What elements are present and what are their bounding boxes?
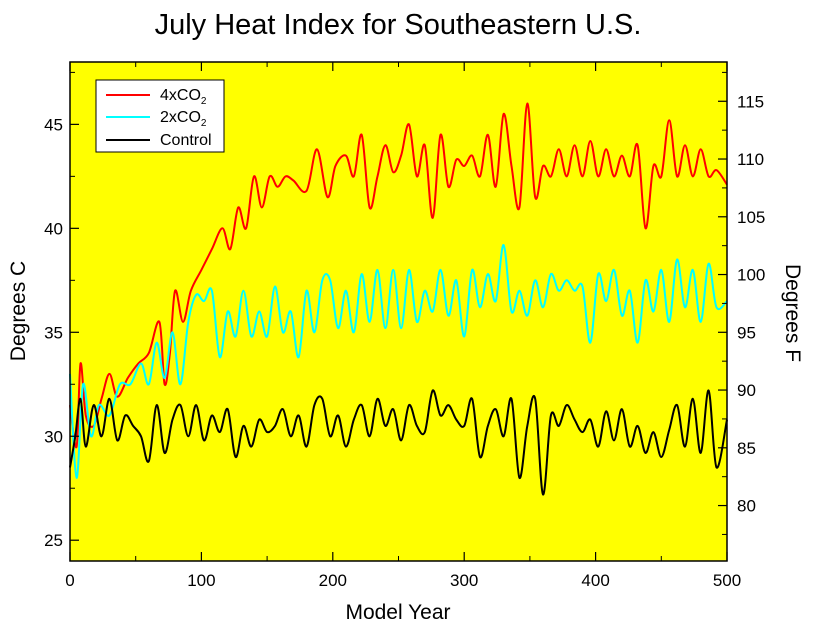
y2-tick-label: 100 (737, 266, 765, 285)
x-axis-title: Model Year (345, 601, 450, 624)
y-tick-label: 45 (44, 115, 63, 134)
series-line-control (69, 389, 728, 496)
chart-title: July Heat Index for Southeastern U.S. (155, 9, 642, 41)
legend: 4xCO2 2xCO2 Control (95, 79, 225, 153)
x-tick-label: 400 (581, 571, 609, 590)
legend-label-4xco2: 4xCO2 (160, 87, 207, 107)
y2-tick-label: 95 (737, 323, 756, 342)
series-line-4xco2 (69, 102, 728, 449)
y2-tick-label: 110 (737, 150, 764, 169)
legend-label-control: Control (160, 132, 212, 149)
y2-tick-label: 90 (737, 381, 756, 400)
legend-label-2xco2: 2xCO2 (160, 109, 207, 129)
x-tick-label: 0 (65, 571, 74, 590)
y2-tick-label: 85 (737, 439, 756, 458)
y-tick-label: 40 (44, 219, 63, 238)
y-tick-label: 30 (44, 427, 63, 446)
legend-label-4xco2-sub: 2 (201, 96, 207, 107)
legend-label-2xco2-base: 2xCO (160, 109, 201, 126)
series-layer (69, 102, 728, 496)
x-tick-label: 500 (713, 571, 741, 590)
legend-label-2xco2-sub: 2 (201, 118, 207, 129)
y2-axis-title: Degrees F (781, 264, 804, 362)
ticks-layer: 0 100 200 300 400 500 25 30 35 40 45 80 85 90 95 100 105… (44, 62, 765, 590)
x-tick-label: 200 (319, 571, 347, 590)
legend-label-4xco2-base: 4xCO (160, 87, 201, 104)
x-tick-label: 100 (187, 571, 215, 590)
y-tick-label: 35 (44, 323, 63, 342)
y-tick-label: 25 (44, 531, 63, 550)
y2-tick-label: 115 (737, 92, 764, 111)
y2-tick-label: 105 (737, 208, 765, 227)
y-axis-title: Degrees C (7, 261, 30, 361)
y2-tick-label: 80 (737, 497, 756, 516)
x-tick-label: 300 (450, 571, 478, 590)
series-line-2xco2 (69, 243, 728, 479)
